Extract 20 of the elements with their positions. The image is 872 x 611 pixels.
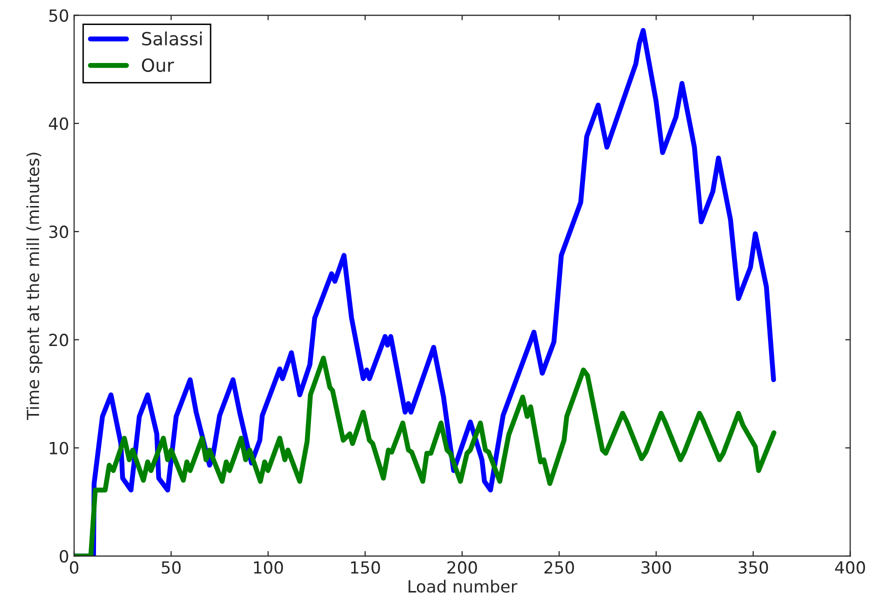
line-series (74, 356, 776, 556)
y-tick-label: 40 (48, 117, 68, 130)
x-tick-label: 300 (642, 561, 671, 574)
y-tick-label: 30 (49, 226, 68, 238)
y-tick-label: 20 (49, 334, 68, 346)
y-axis-title: Time spent at the mill (minutes) (26, 152, 42, 420)
x-tick-label: 0 (70, 561, 78, 574)
x-tick-label: 250 (544, 561, 574, 574)
x-tick-label: 50 (162, 561, 181, 574)
x-tick-label: 200 (447, 561, 477, 574)
legend-label: Our (142, 58, 174, 72)
x-axis-title: Load number (408, 580, 518, 593)
x-tick-label: 400 (835, 561, 865, 574)
x-tick-label: 150 (351, 561, 380, 574)
x-tick-label: 100 (254, 561, 283, 574)
x-tick-label: 350 (738, 561, 768, 574)
y-tick-label: 50 (49, 9, 68, 22)
y-tick-label: 10 (50, 442, 68, 454)
legend-label: Salassi (142, 32, 202, 46)
y-tick-label: 0 (60, 550, 68, 563)
